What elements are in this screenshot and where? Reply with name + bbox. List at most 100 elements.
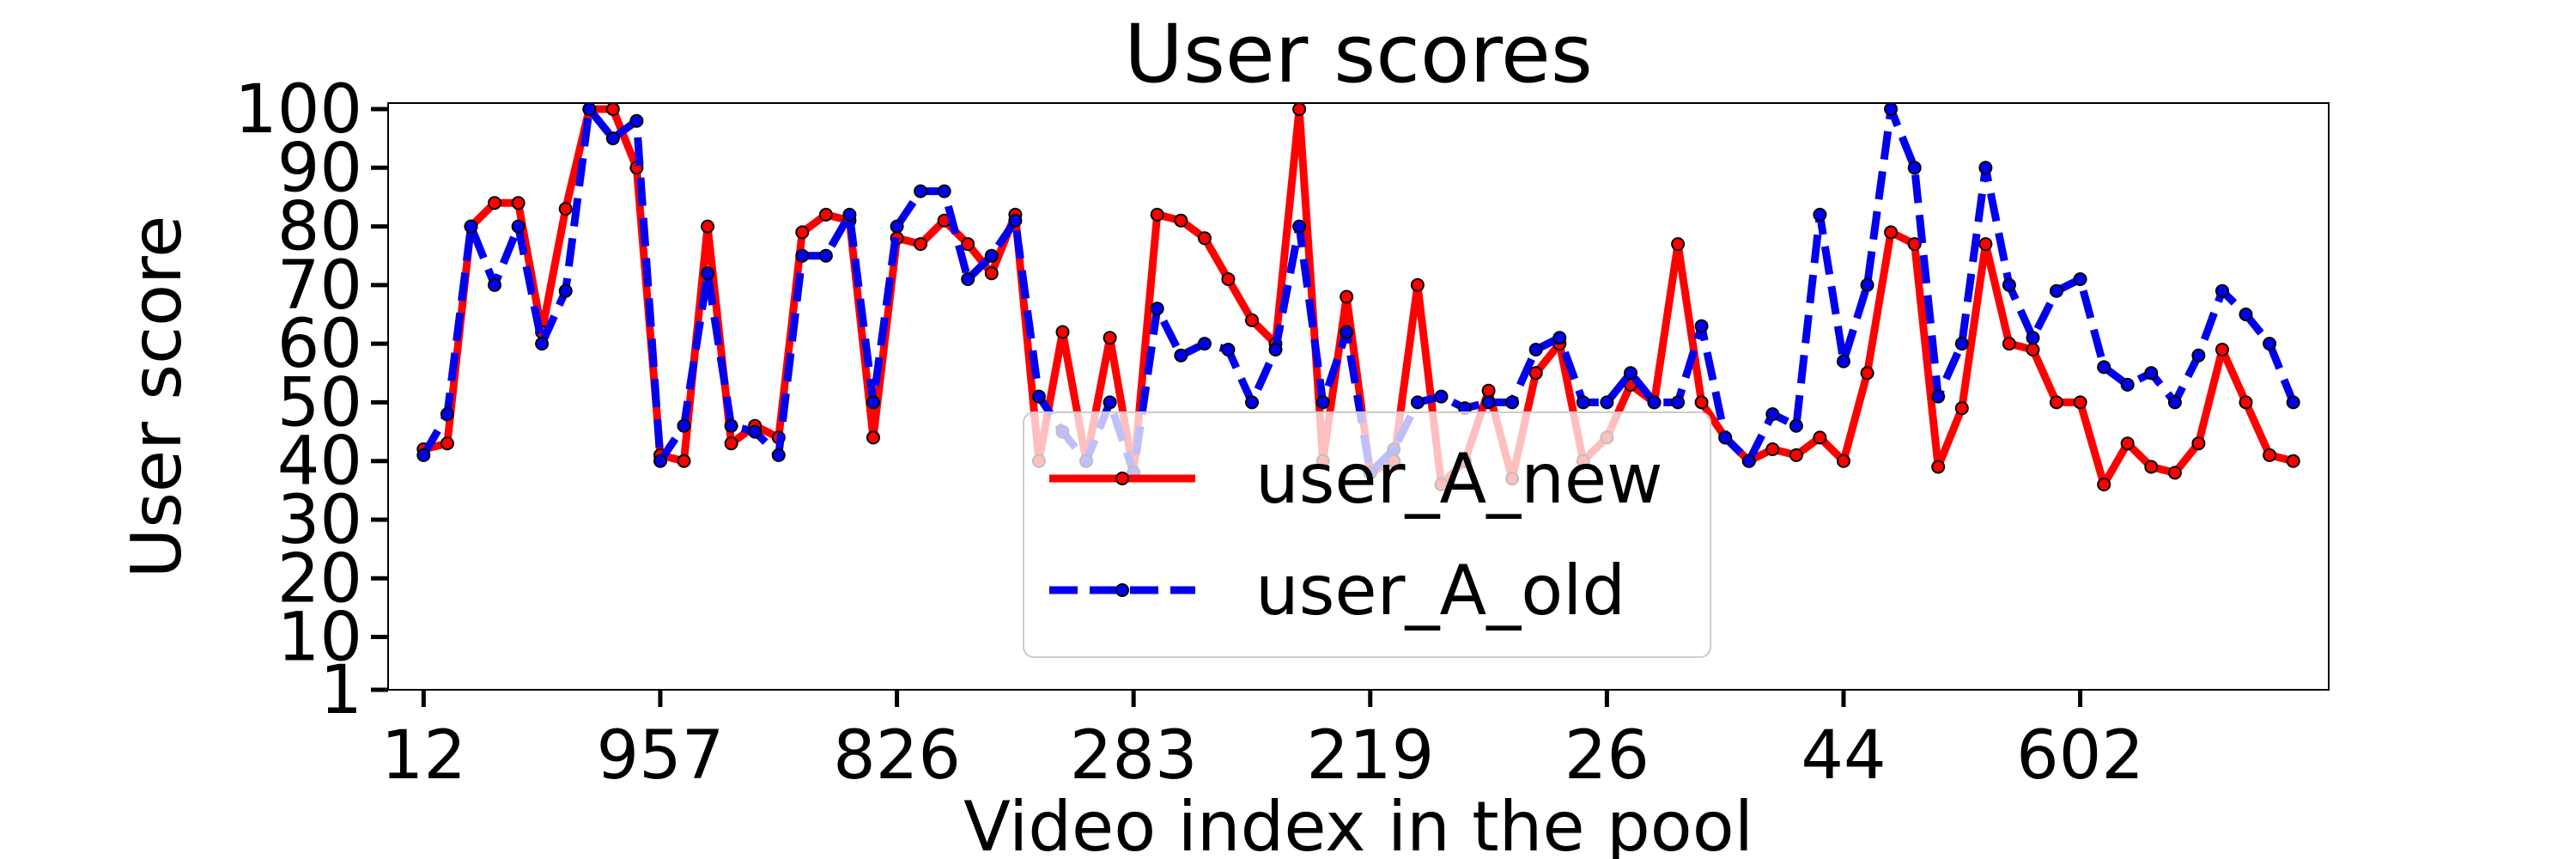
point-user_A_new-54 [1694, 395, 1709, 410]
point-user_A_new-4 [511, 196, 526, 210]
point-user_A_old-31 [1150, 302, 1164, 316]
point-user_A_old-47 [1528, 343, 1543, 356]
point-user_A_old-21 [914, 184, 928, 198]
point-user_A_old-23 [961, 272, 975, 286]
point-user_A_old-62 [1884, 102, 1899, 116]
point-user_A_new-6 [558, 202, 573, 216]
point-user_A_old-19 [866, 395, 880, 410]
point-user_A_old-71 [2097, 360, 2111, 375]
point-user_A_new-23 [961, 237, 975, 252]
point-user_A_old-6 [558, 283, 573, 298]
point-user_A_old-61 [1860, 277, 1874, 292]
point-user_A_old-38 [1315, 395, 1330, 410]
point-user_A_old-13 [724, 418, 738, 433]
point-user_A_old-12 [701, 266, 715, 281]
point-user_A_new-68 [2026, 343, 2040, 356]
point-user_A_new-62 [1884, 225, 1899, 240]
point-user_A_new-73 [2144, 460, 2159, 474]
point-user_A_new-69 [2050, 395, 2063, 410]
point-user_A_new-76 [2215, 343, 2229, 356]
point-user_A_new-77 [2239, 395, 2253, 410]
point-user_A_old-54 [1694, 319, 1709, 333]
point-user_A_old-10 [653, 454, 667, 468]
point-user_A_new-70 [2073, 395, 2087, 410]
point-user_A_old-34 [1221, 343, 1236, 356]
point-user_A_new-75 [2191, 436, 2206, 451]
point-user_A_new-11 [677, 454, 691, 468]
point-user_A_new-37 [1292, 102, 1307, 116]
point-user_A_old-16 [795, 248, 810, 263]
point-user_A_new-47 [1528, 366, 1543, 381]
point-user_A_old-5 [535, 337, 550, 351]
legend-marker-user-a-old [1115, 583, 1129, 597]
point-user_A_old-49 [1576, 395, 1590, 410]
point-user_A_old-60 [1837, 354, 1850, 369]
point-user_A_old-70 [2073, 272, 2087, 286]
point-user_A_new-53 [1671, 237, 1686, 252]
point-user_A_old-4 [511, 219, 526, 234]
point-user_A_new-60 [1837, 454, 1850, 468]
point-user_A_old-15 [771, 448, 786, 462]
point-user_A_old-18 [842, 207, 857, 222]
x-tick-label-602: 602 [2016, 717, 2144, 795]
point-user_A_new-61 [1860, 366, 1874, 381]
x-tick-label-12: 12 [381, 717, 466, 795]
point-user_A_old-65 [1954, 337, 1969, 351]
point-user_A_old-67 [2002, 277, 2016, 292]
point-user_A_new-32 [1174, 213, 1188, 228]
point-user_A_new-63 [1907, 237, 1922, 252]
point-user_A_old-22 [937, 184, 951, 198]
point-user_A_new-31 [1150, 207, 1164, 222]
y-tick-label-50: 50 [277, 364, 362, 442]
point-user_A_old-36 [1268, 343, 1283, 356]
point-user_A_old-53 [1671, 395, 1686, 410]
y-tick-label-60: 60 [277, 306, 362, 383]
x-tick-label-44: 44 [1801, 717, 1886, 795]
legend-marker-user-a-new [1115, 472, 1129, 485]
point-user_A_old-17 [818, 248, 833, 263]
y-tick-label-80: 80 [277, 189, 362, 266]
point-user_A_old-32 [1174, 348, 1188, 362]
point-user_A_new-67 [2002, 337, 2016, 351]
x-axis-label: Video index in the pool [963, 787, 1753, 859]
point-user_A_new-58 [1789, 448, 1803, 462]
point-user_A_old-1 [440, 407, 454, 422]
point-user_A_old-79 [2286, 395, 2300, 410]
y-axis-label: User score [117, 216, 197, 579]
y-tick-label-90: 90 [277, 130, 362, 207]
point-user_A_old-24 [984, 248, 999, 263]
point-user_A_old-63 [1907, 161, 1922, 175]
point-user_A_old-39 [1340, 325, 1354, 339]
point-user_A_new-19 [866, 430, 880, 445]
point-user_A_new-17 [818, 207, 833, 222]
point-user_A_old-72 [2120, 377, 2135, 392]
point-user_A_new-29 [1103, 331, 1117, 345]
point-user_A_old-68 [2026, 331, 2040, 345]
legend-label-user-a-new: user_A_new [1255, 439, 1663, 519]
point-user_A_old-66 [1978, 161, 1993, 175]
legend-frame [1023, 411, 1711, 658]
point-user_A_old-26 [1031, 389, 1046, 404]
y-tick-label-1: 1 [319, 652, 362, 729]
point-user_A_old-48 [1552, 331, 1567, 345]
point-user_A_old-2 [464, 219, 478, 234]
point-user_A_old-7 [582, 102, 597, 116]
chart-title: User scores [1124, 8, 1593, 101]
point-user_A_old-69 [2050, 283, 2063, 298]
point-user_A_old-42 [1410, 395, 1425, 410]
y-tick-label-100: 100 [234, 71, 362, 149]
y-tick-label-10: 10 [277, 600, 362, 677]
point-user_A_old-75 [2191, 348, 2206, 362]
point-user_A_old-64 [1931, 389, 1946, 404]
point-user_A_old-37 [1292, 219, 1307, 234]
point-user_A_new-24 [984, 266, 999, 281]
point-user_A_old-77 [2239, 308, 2253, 321]
point-user_A_old-50 [1600, 395, 1614, 410]
point-user_A_old-20 [890, 219, 904, 234]
point-user_A_old-46 [1505, 395, 1520, 410]
point-user_A_new-34 [1221, 272, 1236, 286]
point-user_A_new-33 [1197, 231, 1212, 246]
point-user_A_new-79 [2286, 454, 2300, 468]
